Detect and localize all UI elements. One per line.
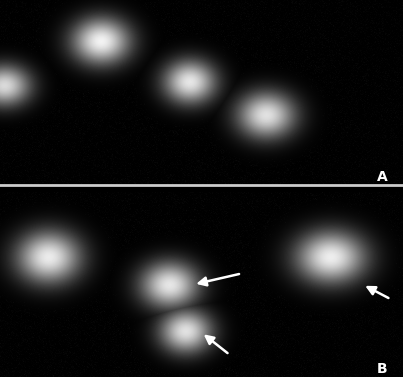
Text: B: B	[377, 362, 387, 376]
Text: A: A	[377, 170, 388, 184]
